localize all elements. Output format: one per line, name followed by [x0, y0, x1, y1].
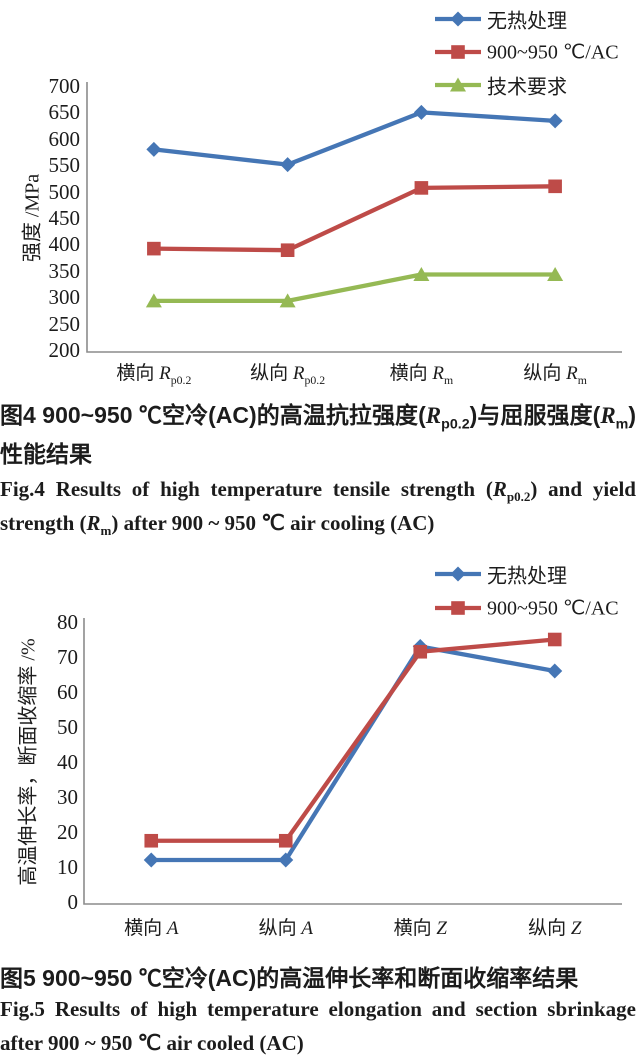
chart2-canvas [83, 566, 622, 905]
y-tick-label: 500 [48, 179, 81, 204]
point-square-marker [548, 179, 562, 194]
point-diamond-marker [413, 104, 429, 120]
series-line-1 [151, 637, 555, 843]
y-tick-label: 0 [67, 890, 79, 914]
legend-item-label-0: 无热处理 [487, 565, 567, 588]
point-diamond-marker [547, 113, 563, 129]
point-diamond-marker [146, 141, 162, 157]
point-triangle-marker [413, 266, 430, 281]
figure4-caption-zh: 图4 900~950 ℃空冷(AC)的高温抗拉强度(Rp0.2)与屈服强度(Rm… [0, 402, 636, 467]
chart1-canvas [86, 11, 622, 353]
x-category-label: 横向 Z [393, 918, 447, 939]
point-square-marker [280, 243, 295, 258]
point-diamond-marker [280, 157, 296, 173]
point-triangle-marker [279, 293, 296, 308]
y-tick-label: 40 [57, 750, 78, 774]
axis-lines [83, 618, 622, 905]
point-triangle-marker [145, 293, 162, 308]
point-square-marker [147, 241, 161, 256]
x-category-label: 纵向 Rm [523, 363, 587, 387]
legend-triangle-marker [450, 77, 466, 92]
y-tick-label: 60 [57, 680, 78, 704]
figure4-chart: 无热处理 900~950 ℃/AC 技术要求 700 650 600 550 500 450 40… [0, 0, 636, 398]
figure5-chart: 无热处理 900~950 ℃/AC 80 70 60 50 40 30 20 10 0 横向 A 纵向 … [0, 555, 636, 960]
y-tick-label: 350 [48, 258, 81, 283]
series-line-2 [153, 272, 556, 304]
legend-square-marker [451, 601, 465, 615]
point-square-marker [278, 833, 293, 848]
legend-diamond-marker [450, 11, 466, 27]
y-tick-label: 80 [57, 610, 78, 634]
y-tick-label: 600 [48, 126, 81, 151]
y-tick-label: 70 [57, 645, 78, 669]
chart1-y-axis-title: 强度 /MPa [21, 173, 44, 263]
legend-item-label-2: 技术要求 [487, 76, 567, 99]
point-square-marker [413, 644, 428, 659]
legend-item-label-1: 900~950 ℃/AC [487, 597, 619, 620]
y-tick-label: 50 [57, 715, 78, 739]
point-square-marker [414, 181, 429, 195]
chart2-y-axis-title: 高温伸长率，断面收缩率 /% [17, 638, 40, 886]
point-triangle-marker [547, 266, 564, 281]
y-tick-label: 30 [57, 785, 78, 809]
point-diamond-marker [143, 852, 159, 868]
legend-diamond-marker [450, 566, 466, 582]
y-tick-label: 200 [48, 338, 81, 362]
point-diamond-marker [278, 852, 294, 868]
series-line-0 [151, 644, 556, 863]
point-square-marker [547, 632, 562, 647]
legend-item-label-0: 无热处理 [487, 10, 567, 33]
point-diamond-marker [547, 663, 563, 679]
y-tick-label: 550 [48, 153, 81, 178]
figure4-caption-en: Fig.4 Results of high temperature tensil… [0, 477, 636, 539]
y-tick-label: 20 [57, 820, 78, 844]
legend-item-label-1: 900~950 ℃/AC [487, 41, 619, 64]
legend-square-marker [451, 45, 465, 59]
y-tick-label: 10 [57, 855, 78, 879]
x-category-label: 纵向 Rp0.2 [250, 363, 326, 387]
point-square-marker [144, 833, 159, 848]
y-tick-label: 400 [48, 232, 81, 257]
y-tick-label: 250 [48, 311, 81, 336]
x-category-label: 横向 Rm [389, 363, 454, 387]
x-category-label: 横向 Rp0.2 [116, 363, 192, 387]
y-tick-label: 450 [48, 206, 81, 230]
series-line-1 [153, 184, 556, 253]
y-tick-label: 700 [48, 74, 81, 98]
figure5-caption-zh: 图5 900~950 ℃空冷(AC)的高温伸长率和断面收缩率结果 [0, 965, 579, 991]
x-category-label: 横向 A [124, 918, 179, 939]
series-line-0 [153, 110, 556, 167]
x-category-label: 纵向 Z [528, 918, 582, 939]
axis-lines [86, 82, 622, 353]
figure5-caption-en: Fig.5 Results of high temperature elonga… [0, 997, 636, 1055]
y-tick-label: 300 [48, 285, 81, 310]
x-category-label: 纵向 A [258, 918, 313, 939]
y-tick-label: 650 [48, 100, 81, 125]
